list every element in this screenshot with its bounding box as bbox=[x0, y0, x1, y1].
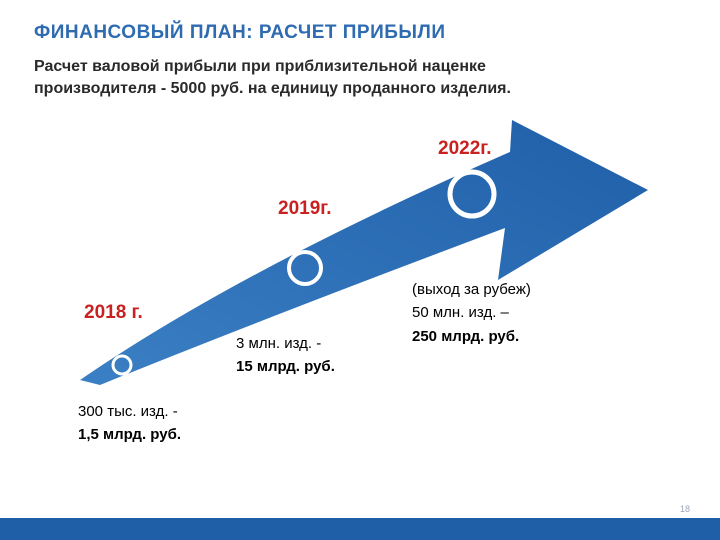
year-2018: 2018 г. bbox=[84, 302, 143, 324]
block-2022: (выход за рубеж) 50 млн. изд. – 250 млрд… bbox=[412, 278, 531, 348]
subtitle-text: Расчет валовой прибыли при приблизительн… bbox=[34, 58, 511, 97]
block-2019: 3 млн. изд. - 15 млрд. руб. bbox=[236, 332, 335, 379]
arrow-body bbox=[80, 120, 648, 385]
block-2019-line2: 15 млрд. руб. bbox=[236, 355, 335, 378]
block-2018: 300 тыс. изд. - 1,5 млрд. руб. bbox=[78, 400, 181, 447]
title-text: ФИНАНСОВЫЙ ПЛАН: РАСЧЕТ ПРИБЫЛИ bbox=[34, 22, 446, 43]
block-2022-line0: (выход за рубеж) bbox=[412, 278, 531, 301]
year-2019: 2019г. bbox=[278, 198, 332, 220]
slide-title: ФИНАНСОВЫЙ ПЛАН: РАСЧЕТ ПРИБЫЛИ bbox=[34, 22, 446, 44]
block-2019-line1: 3 млн. изд. - bbox=[236, 332, 335, 355]
page-number: 18 bbox=[680, 504, 690, 514]
block-2022-line2: 250 млрд. руб. bbox=[412, 325, 531, 348]
block-2022-line1: 50 млн. изд. – bbox=[412, 301, 531, 324]
bottom-bar bbox=[0, 518, 720, 540]
block-2018-line2: 1,5 млрд. руб. bbox=[78, 423, 181, 446]
block-2018-line1: 300 тыс. изд. - bbox=[78, 400, 181, 423]
year-2022: 2022г. bbox=[438, 138, 492, 160]
slide-subtitle: Расчет валовой прибыли при приблизительн… bbox=[34, 56, 594, 99]
growth-arrow bbox=[40, 110, 660, 390]
